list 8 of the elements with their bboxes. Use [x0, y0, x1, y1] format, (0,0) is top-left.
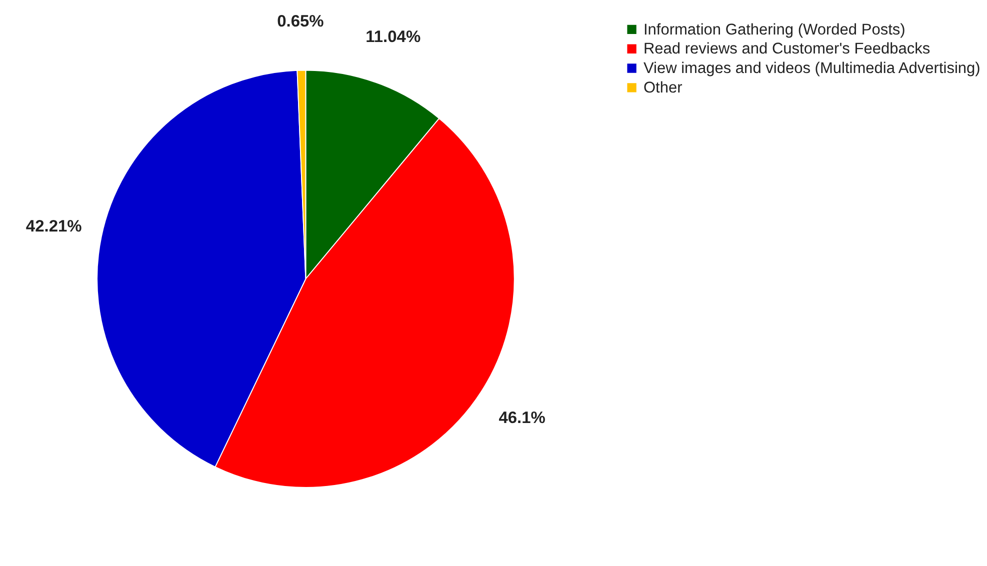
data-label: 0.65%	[277, 12, 324, 31]
legend-label: Information Gathering (Worded Posts)	[643, 21, 906, 38]
legend-label: View images and videos (Multimedia Advertising)	[643, 60, 980, 78]
data-label: 46.1%	[498, 408, 546, 427]
legend-label: Other	[643, 80, 682, 97]
legend-label: Read reviews and Customer's Feedbacks	[643, 40, 930, 58]
data-label: 11.04%	[366, 28, 421, 46]
data-label: 42.21%	[26, 218, 82, 236]
